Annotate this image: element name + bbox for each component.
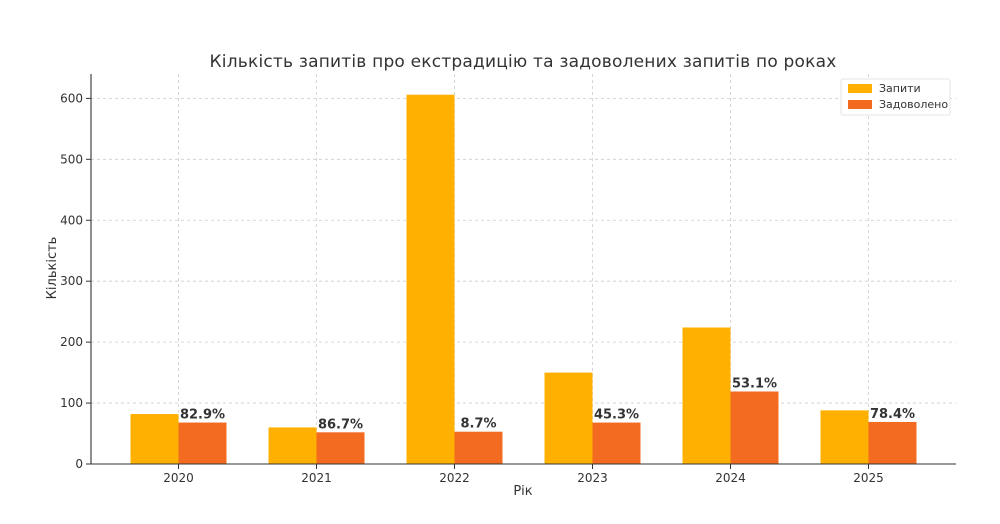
legend-swatch-requests xyxy=(848,84,872,93)
bars xyxy=(130,94,917,464)
legend: Запити Задоволено xyxy=(840,78,951,116)
bar-requests xyxy=(820,410,869,464)
y-tick-label: 200 xyxy=(60,335,83,349)
bar-granted xyxy=(730,391,779,464)
data-label-percent: 8.7% xyxy=(460,417,496,432)
y-tick-label: 100 xyxy=(60,396,83,410)
y-tick-label: 500 xyxy=(60,152,83,166)
legend-label-granted: Задоволено xyxy=(879,98,948,111)
bar-granted xyxy=(592,422,641,464)
data-label-percent: 86.7% xyxy=(318,417,363,432)
bar-requests xyxy=(682,327,731,464)
data-label-percent: 53.1% xyxy=(732,376,777,391)
bar-granted xyxy=(316,432,365,464)
y-tick-label: 0 xyxy=(75,457,83,471)
axes: 0 100 200 300 400 500 600 2020 2021 2022 2023 2024 2… xyxy=(60,74,956,485)
bar-requests xyxy=(268,427,317,464)
legend-swatch-granted xyxy=(848,100,872,109)
data-label-percent: 45.3% xyxy=(594,408,639,423)
y-tick-label: 300 xyxy=(60,274,83,288)
x-tick-label: 2021 xyxy=(301,471,332,485)
data-label-percent: 78.4% xyxy=(870,407,915,422)
bar-requests xyxy=(406,94,455,464)
x-tick-label: 2022 xyxy=(439,471,470,485)
x-tick-label: 2023 xyxy=(577,471,608,485)
x-tick-label: 2020 xyxy=(163,471,194,485)
data-labels: 82.9% 86.7% 8.7% 45.3% 53.1% 78.4% xyxy=(180,376,915,432)
x-tick-label: 2025 xyxy=(853,471,884,485)
bar-granted xyxy=(868,421,917,464)
bar-granted xyxy=(454,431,503,464)
x-axis-label: Рік xyxy=(513,484,532,499)
y-axis-label: Кількість xyxy=(45,237,60,300)
bar-requests xyxy=(544,372,593,464)
x-tick-label: 2024 xyxy=(715,471,746,485)
bar-requests xyxy=(130,414,179,464)
chart-title: Кількість запитів про екстрадицію та зад… xyxy=(210,52,837,72)
grid xyxy=(91,74,956,464)
y-tick-label: 600 xyxy=(60,91,83,105)
bar-granted xyxy=(178,422,227,464)
y-tick-label: 400 xyxy=(60,213,83,227)
data-label-percent: 82.9% xyxy=(180,408,225,423)
legend-label-requests: Запити xyxy=(879,82,921,95)
